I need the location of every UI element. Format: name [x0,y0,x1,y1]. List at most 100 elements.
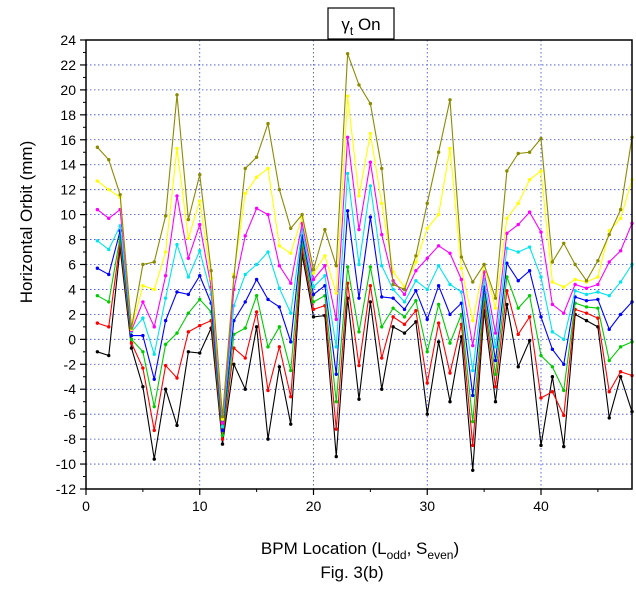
data-point [596,282,600,287]
axis-ticks [80,39,599,495]
data-point [550,365,555,369]
data-point [380,201,384,206]
data-point [607,293,611,298]
data-point [562,311,566,315]
title-on: On [353,15,380,34]
data-point [584,305,589,309]
data-point [163,318,168,323]
x-label-mid: , S [407,539,428,558]
data-point [107,353,111,358]
data-point [402,322,407,327]
data-point [368,160,373,164]
data-point [425,226,429,231]
data-point [357,363,361,368]
title-box [327,7,395,40]
data-point [311,315,316,319]
data-point [391,315,395,319]
data-point [471,280,475,284]
data-point [357,397,361,401]
data-point [345,171,350,176]
data-point [584,318,589,323]
data-point [152,377,156,381]
data-point [380,356,384,360]
y-tick-label: 22 [60,57,76,73]
data-point [527,269,532,273]
data-point [402,292,407,297]
data-point [448,98,452,102]
y-tick-label: 20 [60,82,76,98]
data-point [448,371,452,375]
data-point [175,93,179,97]
data-point [95,207,100,212]
data-point [254,325,259,329]
data-point [596,306,600,310]
data-point [459,255,464,259]
data-point [163,342,168,347]
data-point [334,372,338,376]
data-point [562,362,566,366]
chart-series [95,52,634,472]
data-point [163,250,168,254]
data-point [254,310,259,314]
data-point [539,443,543,448]
data-point [163,387,168,391]
data-point [471,419,475,424]
data-point [334,399,338,404]
data-point [550,280,555,284]
data-point [277,244,282,248]
data-point [141,385,145,389]
data-point [493,296,498,300]
data-point [562,444,566,449]
data-point [152,325,156,329]
data-point [141,262,145,267]
data-point [334,427,338,431]
data-point [357,194,361,198]
data-point [380,232,384,237]
data-point [345,135,350,139]
data-point [95,179,100,183]
data-point [266,121,270,126]
data-point [539,353,543,358]
data-point [152,404,156,409]
data-point [311,307,316,312]
data-point [391,296,395,300]
data-point [391,287,395,292]
data-point [198,173,202,177]
data-point [596,290,600,294]
data-point [550,260,555,264]
data-point [95,266,100,270]
data-point [618,216,623,221]
x-axis-label: BPM Location (Lodd, Seven) [261,539,459,562]
data-point [505,261,509,265]
data-point [129,341,134,345]
data-point [220,442,225,446]
data-point [380,325,384,329]
data-point [311,285,316,289]
data-point [448,146,452,151]
data-point [163,296,168,300]
y-tick-label: 6 [68,257,76,273]
data-point [243,356,247,360]
data-point [152,352,156,356]
data-point [448,312,452,317]
data-point [220,428,225,433]
data-point [527,315,532,319]
data-point [232,346,236,350]
data-point [311,277,316,282]
data-point [562,388,566,393]
title-subscript: t [350,24,354,38]
data-point [277,305,282,309]
data-point [425,256,429,260]
data-point [107,216,111,221]
data-point [345,265,350,269]
data-point [163,363,168,368]
data-point [175,194,179,198]
data-point [516,201,520,206]
data-point [266,437,270,441]
data-point [607,390,611,394]
data-point [436,212,441,217]
y-tick-label: 12 [60,182,76,198]
y-tick-label: 0 [68,331,76,347]
y-tick-label: 16 [60,132,76,148]
data-point [527,245,532,249]
